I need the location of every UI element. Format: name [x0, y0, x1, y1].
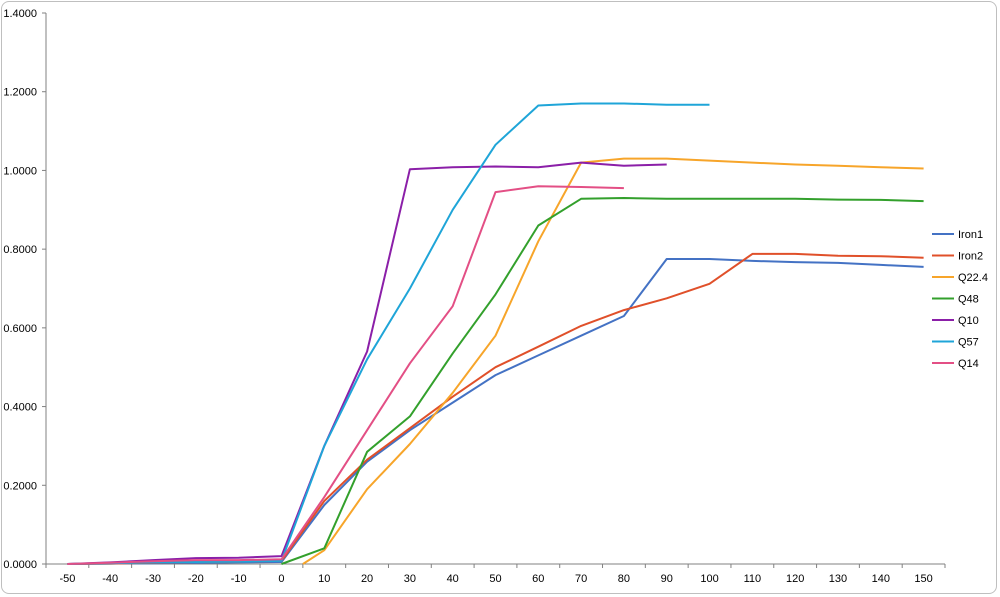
x-tick-label: 120	[786, 573, 804, 585]
x-tick-label: 70	[575, 573, 587, 585]
x-tick-label: 0	[278, 573, 284, 585]
x-tick-label: -20	[188, 573, 204, 585]
x-tick-label: 140	[872, 573, 890, 585]
series-line-q10	[67, 161, 667, 565]
legend-label: Q10	[958, 315, 979, 327]
legend-label: Q57	[958, 337, 979, 349]
x-tick-label: 90	[661, 573, 673, 585]
series-line-iron2	[67, 252, 924, 565]
series-line-q57	[67, 102, 710, 565]
x-tick-label: 40	[447, 573, 459, 585]
legend-label: Iron1	[958, 229, 983, 241]
y-tick-label: 1.0000	[3, 165, 37, 177]
legend-label: Q48	[958, 294, 979, 306]
series-line-iron1	[67, 258, 924, 565]
y-tick-label: 0.4000	[3, 402, 37, 414]
x-tick-label: 100	[700, 573, 718, 585]
y-tick-label: 0.0000	[3, 559, 37, 571]
series-line-q48	[281, 197, 924, 565]
series-line-q14	[67, 185, 624, 565]
x-tick-label: 130	[829, 573, 847, 585]
x-tick-label: -50	[59, 573, 75, 585]
x-tick-label: 50	[489, 573, 501, 585]
x-axis: -50 -40 -30 -20 -10 0 10 20 30 40 50 60 70 80 90 100 110…	[45, 563, 946, 585]
y-tick-label: 0.2000	[3, 480, 37, 492]
y-tick-label: 0.8000	[3, 244, 37, 256]
x-tick-label: -30	[145, 573, 161, 585]
x-tick-label: 30	[404, 573, 416, 585]
series-line-q22-4	[302, 157, 924, 565]
x-tick-label: 10	[318, 573, 330, 585]
legend: Iron1 Iron2 Q22.4 Q48 Q10 Q57 Q14	[932, 229, 988, 370]
x-tick-label: 60	[532, 573, 544, 585]
x-tick-label: -40	[102, 573, 118, 585]
x-tick-label: 80	[618, 573, 630, 585]
x-tick-label: 150	[914, 573, 932, 585]
legend-label: Q22.4	[958, 272, 988, 284]
legend-label: Iron2	[958, 251, 983, 263]
y-tick-label: 1.4000	[3, 8, 37, 20]
x-tick-label: 20	[361, 573, 373, 585]
y-axis: 0.0000 0.2000 0.4000 0.6000 0.8000 1.0000 1.20…	[3, 8, 47, 571]
series-layer	[67, 102, 924, 565]
y-tick-label: 0.6000	[3, 323, 37, 335]
x-tick-label: -10	[231, 573, 247, 585]
y-tick-label: 1.2000	[3, 87, 37, 99]
x-tick-label: 110	[744, 573, 762, 585]
legend-label: Q14	[958, 358, 979, 370]
